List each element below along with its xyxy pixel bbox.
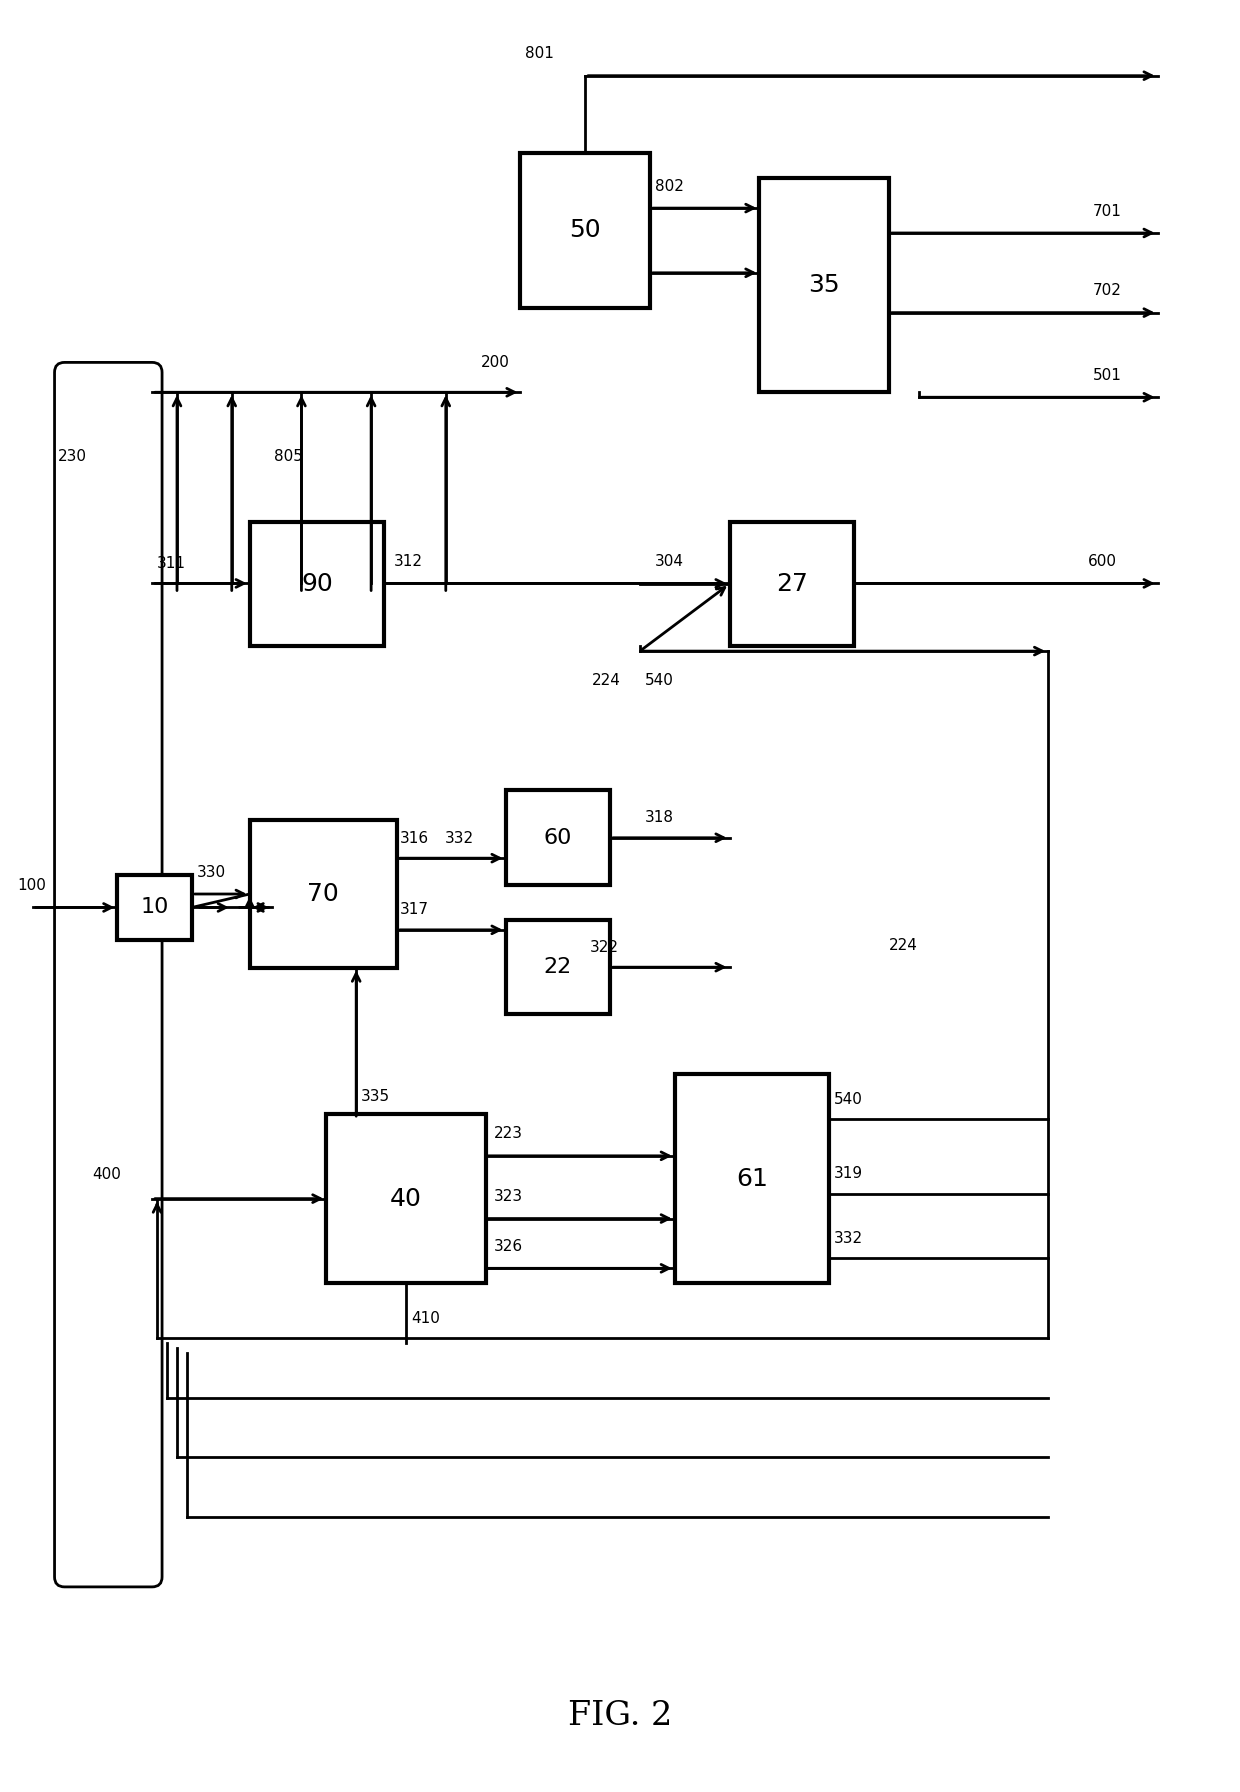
FancyBboxPatch shape: [326, 1115, 486, 1283]
Text: 60: 60: [543, 828, 572, 848]
Text: 90: 90: [301, 572, 332, 597]
FancyBboxPatch shape: [675, 1073, 830, 1283]
Text: 40: 40: [391, 1186, 422, 1211]
Text: 326: 326: [494, 1238, 523, 1254]
FancyBboxPatch shape: [759, 177, 889, 392]
Text: 224: 224: [593, 674, 621, 688]
Text: 35: 35: [808, 272, 839, 297]
Text: 702: 702: [1092, 283, 1122, 297]
Text: 400: 400: [92, 1167, 122, 1183]
Text: 312: 312: [394, 554, 423, 570]
Text: 802: 802: [655, 179, 683, 194]
Text: 317: 317: [401, 903, 429, 918]
Text: 335: 335: [361, 1088, 391, 1104]
FancyBboxPatch shape: [249, 821, 397, 968]
Text: 316: 316: [401, 831, 429, 846]
Text: 224: 224: [889, 937, 918, 953]
FancyBboxPatch shape: [55, 362, 162, 1588]
Text: 540: 540: [835, 1091, 863, 1107]
FancyBboxPatch shape: [521, 154, 650, 308]
FancyBboxPatch shape: [506, 919, 610, 1014]
Text: 600: 600: [1087, 554, 1117, 570]
Text: 304: 304: [655, 554, 683, 570]
FancyBboxPatch shape: [506, 790, 610, 885]
FancyBboxPatch shape: [249, 521, 384, 647]
Text: 323: 323: [494, 1190, 523, 1204]
Text: 70: 70: [308, 882, 340, 907]
FancyBboxPatch shape: [118, 874, 192, 939]
Text: 332: 332: [835, 1231, 863, 1245]
Text: 200: 200: [481, 355, 510, 369]
Text: FIG. 2: FIG. 2: [568, 1701, 672, 1733]
Text: 322: 322: [590, 939, 619, 955]
Text: 501: 501: [1092, 367, 1122, 383]
Text: 319: 319: [835, 1167, 863, 1181]
Text: 10: 10: [140, 898, 169, 918]
Text: 22: 22: [543, 957, 572, 977]
Text: 230: 230: [57, 450, 87, 464]
Text: 805: 805: [274, 450, 303, 464]
Text: 318: 318: [645, 810, 673, 826]
Text: 801: 801: [526, 47, 554, 61]
Text: 311: 311: [157, 556, 186, 572]
Text: 50: 50: [569, 219, 601, 242]
Text: 61: 61: [737, 1167, 768, 1190]
Text: 701: 701: [1092, 204, 1122, 219]
Text: 332: 332: [445, 831, 474, 846]
Text: 410: 410: [410, 1310, 440, 1326]
Text: 540: 540: [645, 674, 673, 688]
FancyBboxPatch shape: [729, 521, 854, 647]
Text: 330: 330: [197, 864, 226, 880]
Text: 223: 223: [494, 1127, 522, 1142]
Text: 100: 100: [17, 878, 47, 892]
Text: 27: 27: [776, 572, 807, 597]
